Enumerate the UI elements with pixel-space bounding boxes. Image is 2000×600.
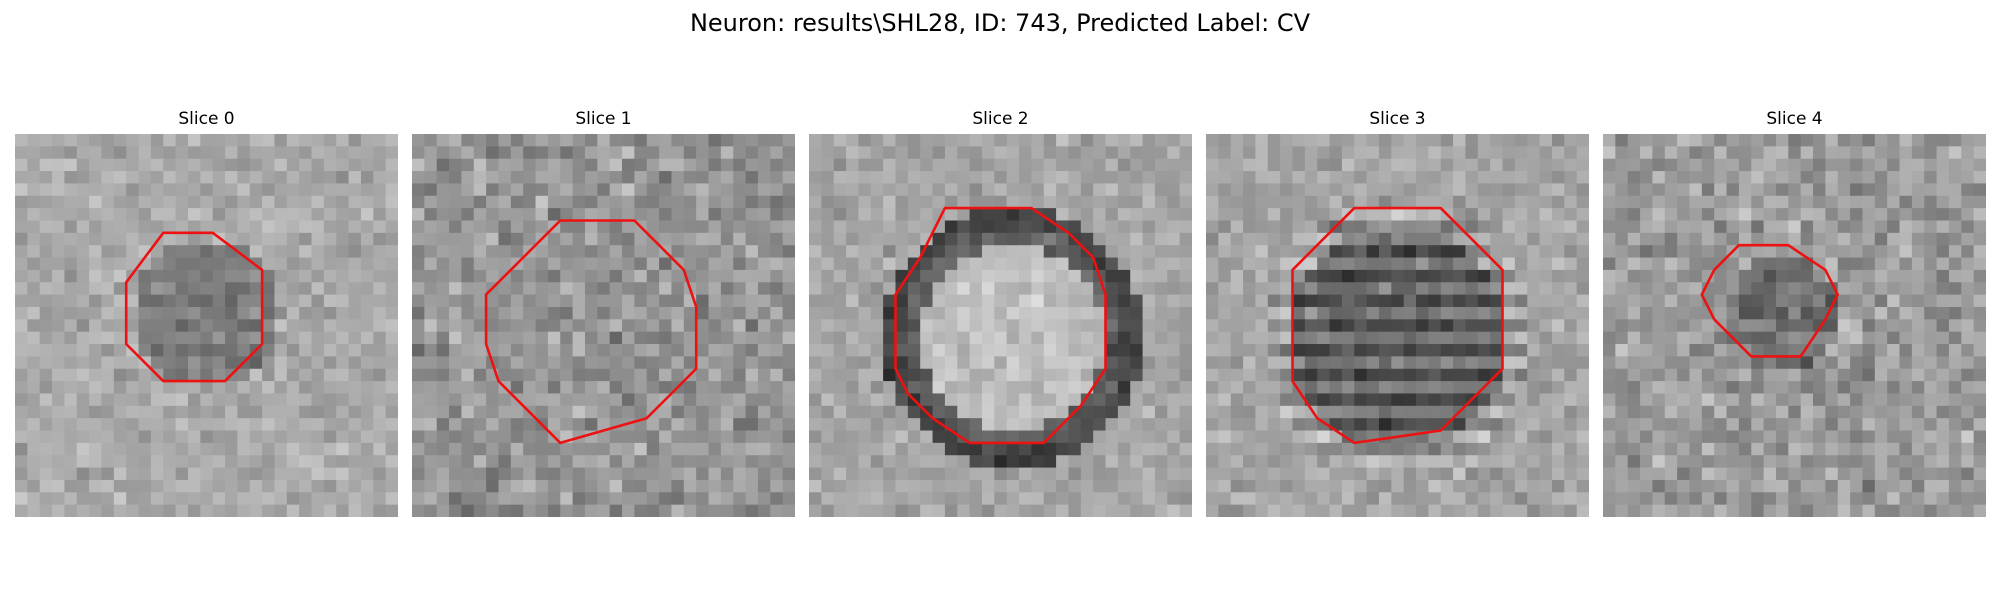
- slice-panel-2: Slice 2: [809, 108, 1192, 517]
- slice-image-0: [15, 134, 398, 517]
- slice-image-2: [809, 134, 1192, 517]
- slice-panel-0: Slice 0: [15, 108, 398, 517]
- slice-title-3: Slice 3: [1206, 108, 1589, 130]
- slice-image-4: [1603, 134, 1986, 517]
- slice-image-1: [412, 134, 795, 517]
- slice-title-1: Slice 1: [412, 108, 795, 130]
- slice-panel-3: Slice 3: [1206, 108, 1589, 517]
- slice-panel-1: Slice 1: [412, 108, 795, 517]
- slice-title-4: Slice 4: [1603, 108, 1986, 130]
- slice-panel-4: Slice 4: [1603, 108, 1986, 517]
- slice-image-3: [1206, 134, 1589, 517]
- figure-title: Neuron: results\SHL28, ID: 743, Predicte…: [0, 8, 2000, 38]
- slice-title-2: Slice 2: [809, 108, 1192, 130]
- slice-title-0: Slice 0: [15, 108, 398, 130]
